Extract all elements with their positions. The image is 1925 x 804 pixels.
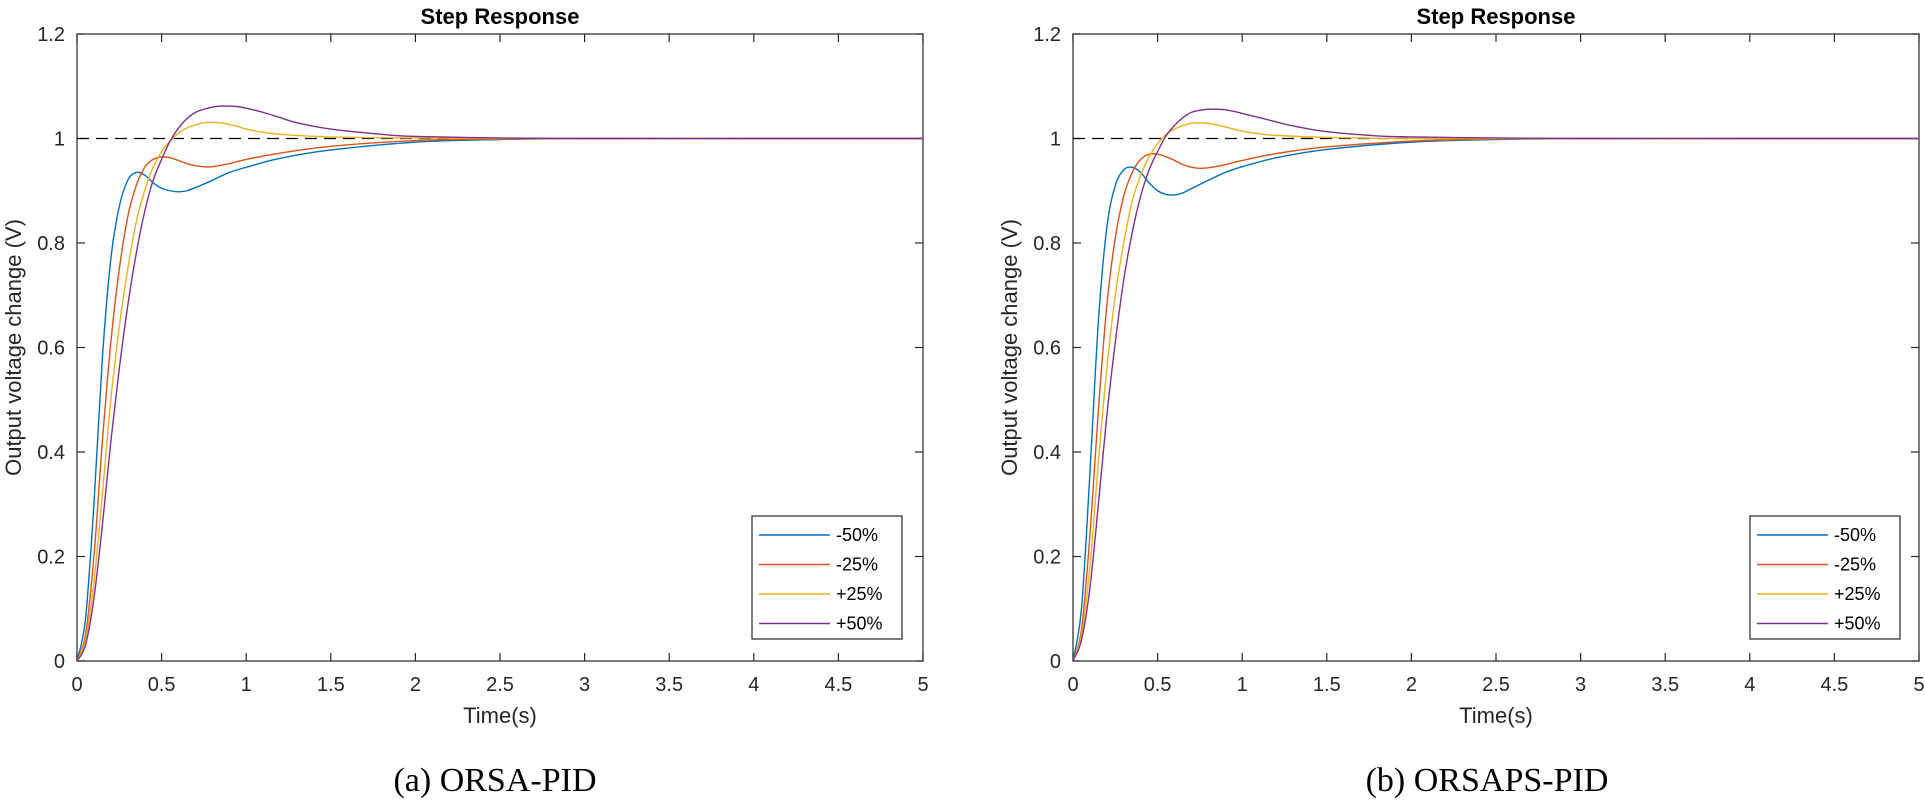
figure-caption: (b) ORSAPS-PID [1366,762,1609,799]
legend-label: -50% [1834,525,1876,545]
series-line-4 [77,105,923,661]
x-tick-label: 3.5 [1651,674,1679,696]
y-tick-label: 1.2 [1033,24,1061,46]
series-line-3 [1073,122,1919,661]
y-tick-label: 0.8 [37,233,65,255]
series-line-3 [77,121,923,661]
legend-box [751,515,903,640]
x-tick-label: 3.5 [655,674,683,696]
x-tick-label: 4.5 [824,674,852,696]
x-tick-label: 4 [748,674,759,696]
x-tick-label: 2 [410,674,421,696]
y-tick-label: 1.2 [37,24,65,46]
chart-panel-a: 0 0.5 1 1.5 2 2.5 3 3.5 4 4.5 5 0 0.2 0.4 0.6 0.8 1 1.2 St… [1,4,929,799]
x-tick-label: 5 [1913,674,1924,696]
legend-label: +50% [836,614,883,634]
series-line-4 [1073,108,1919,661]
x-tick-label: 0 [1067,674,1078,696]
x-tick-label: 4.5 [1820,674,1848,696]
y-tick-label: 0.6 [1033,338,1061,360]
chart-title: Step Response [421,4,580,29]
y-tick-label: 0.4 [37,442,65,464]
x-axis-label: Time(s) [1459,703,1533,728]
chart-title: Step Response [1417,4,1576,29]
legend-label: +25% [1834,584,1881,604]
y-axis-label: Output voltage change (V) [1,219,26,476]
x-tick-label: 2.5 [486,674,514,696]
x-tick-label: 2.5 [1482,674,1510,696]
x-tick-label: 3 [1575,674,1586,696]
figure-caption: (a) ORSA-PID [393,762,596,799]
legend-label: -50% [836,525,878,545]
x-tick-label: 4 [1744,674,1755,696]
y-tick-label: 0.8 [1033,233,1061,255]
x-tick-label: 1 [241,674,252,696]
chart-panel-b: 0 0.5 1 1.5 2 2.5 3 3.5 4 4.5 5 0 0.2 0.4 0.6 0.8 1 1.2 St… [997,4,1925,799]
y-tick-label: 0.4 [1033,442,1061,464]
x-tick-label: 0.5 [148,674,176,696]
x-tick-label: 0.5 [1144,674,1172,696]
x-axis-label: Time(s) [463,703,537,728]
y-tick-label: 1 [54,129,65,151]
legend-label: +25% [836,584,883,604]
x-tick-label: 1.5 [317,674,345,696]
x-tick-label: 1 [1237,674,1248,696]
x-tick-label: 1.5 [1313,674,1341,696]
y-tick-label: 0.6 [37,338,65,360]
y-axis-label: Output voltage change (V) [997,219,1022,476]
legend-label: -25% [1834,555,1876,575]
y-tick-label: 0.2 [37,547,65,569]
x-tick-label: 0 [71,674,82,696]
legend-box [1749,515,1901,640]
y-tick-label: 0.2 [1033,547,1061,569]
y-tick-label: 0 [54,651,65,673]
legend: -50% -25% +25% +50% [751,515,903,640]
x-tick-label: 5 [917,674,928,696]
x-tick-label: 3 [579,674,590,696]
legend-label: +50% [1834,614,1881,634]
y-tick-label: 0 [1050,651,1061,673]
legend-label: -25% [836,555,878,575]
y-tick-label: 1 [1050,129,1061,151]
legend: -50% -25% +25% +50% [1749,515,1901,640]
x-tick-label: 2 [1406,674,1417,696]
